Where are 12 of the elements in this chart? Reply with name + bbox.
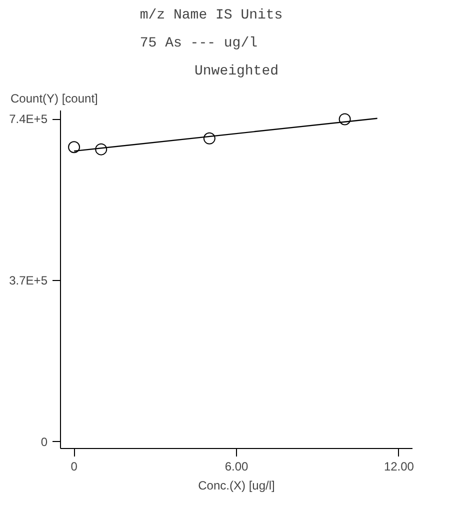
chart-subtitle: 75 As --- ug/l [140, 36, 258, 52]
text: Unweighted [194, 64, 279, 80]
point [68, 141, 80, 154]
y-tick-label: 7.4E+5 [9, 112, 48, 126]
x-axis-title: Conc.(X) [ug/l] [198, 478, 275, 492]
x-tick-label: 0 [70, 460, 78, 474]
x-tick-label: 6.00 [224, 460, 249, 474]
x-tick-label: 12.00 [384, 460, 414, 474]
chart-title: m/z Name IS Units [140, 8, 283, 24]
y-tick-label: 0 [40, 434, 48, 449]
y-axis-title: Count(Y) [count] [10, 92, 98, 106]
y-tick-label: 3.7E+5 [9, 274, 48, 288]
